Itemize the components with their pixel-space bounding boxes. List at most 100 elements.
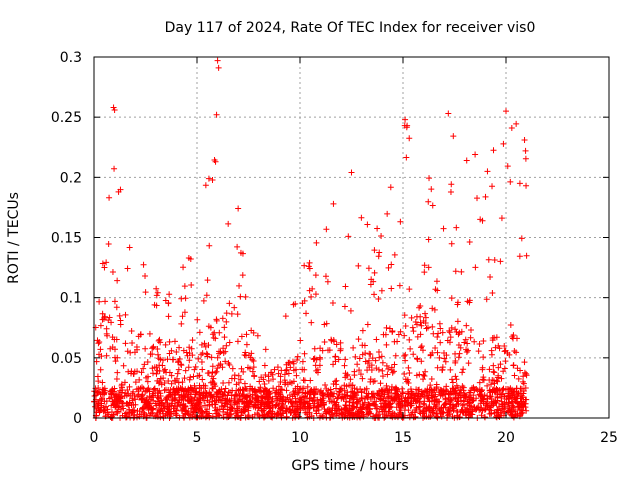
roti-point: [520, 373, 527, 380]
roti-point: [449, 405, 456, 412]
roti-point: [383, 382, 390, 389]
roti-point: [118, 384, 125, 391]
roti-point: [376, 354, 383, 361]
roti-point: [386, 403, 393, 410]
roti-point: [324, 278, 331, 285]
roti-point: [283, 413, 290, 420]
roti-point: [111, 165, 118, 172]
roti-point: [126, 244, 133, 251]
roti-point: [227, 399, 234, 406]
roti-point: [262, 346, 269, 353]
roti-point: [446, 329, 453, 336]
roti-point: [251, 386, 258, 393]
roti-point: [441, 355, 448, 362]
roti-point: [511, 388, 518, 395]
roti-point: [159, 357, 166, 364]
roti-point: [330, 337, 337, 344]
roti-point: [196, 372, 203, 379]
roti-point: [154, 394, 161, 401]
roti-point: [455, 354, 462, 361]
roti-point: [418, 388, 425, 395]
roti-point: [256, 413, 263, 420]
roti-point: [178, 320, 185, 327]
roti-point: [292, 414, 299, 421]
roti-point: [266, 402, 273, 409]
roti-point: [376, 388, 383, 395]
roti-point: [447, 334, 454, 341]
roti-point: [333, 381, 340, 388]
roti-point: [329, 411, 336, 418]
roti-point: [140, 365, 147, 372]
roti-point: [165, 313, 172, 320]
roti-point: [506, 386, 513, 393]
roti-point: [406, 369, 413, 376]
chart-title: Day 117 of 2024, Rate Of TEC Index for r…: [165, 20, 536, 36]
roti-point: [401, 371, 408, 378]
roti-point: [179, 379, 186, 386]
roti-point: [302, 398, 309, 405]
roti-point: [389, 396, 396, 403]
roti-point: [410, 328, 417, 335]
roti-point: [303, 310, 310, 317]
roti-point: [156, 367, 163, 374]
roti-point: [188, 405, 195, 412]
roti-point: [467, 334, 474, 341]
roti-point: [376, 395, 383, 402]
roti-point: [416, 371, 423, 378]
roti-point: [326, 408, 333, 415]
roti-point: [475, 348, 482, 355]
roti-point: [243, 341, 250, 348]
roti-point: [389, 327, 396, 334]
roti-point: [326, 392, 333, 399]
roti-point: [223, 310, 230, 317]
roti-point: [506, 405, 513, 412]
roti-point: [446, 327, 453, 334]
roti-point: [187, 255, 194, 262]
roti-point: [466, 389, 473, 396]
roti-point: [169, 356, 176, 363]
roti-point: [101, 264, 108, 271]
roti-point: [423, 325, 430, 332]
roti-point: [418, 322, 425, 329]
roti-point: [307, 388, 314, 395]
roti-point: [494, 391, 501, 398]
roti-point: [317, 345, 324, 352]
roti-point: [145, 385, 152, 392]
roti-point: [285, 370, 292, 377]
roti-point: [472, 151, 479, 158]
roti-point: [117, 321, 124, 328]
roti-point: [439, 410, 446, 417]
roti-point: [277, 379, 284, 386]
roti-point: [464, 340, 471, 347]
roti-point: [407, 345, 414, 352]
roti-point: [146, 393, 153, 400]
roti-point: [320, 389, 327, 396]
roti-point: [312, 291, 319, 298]
roti-point: [113, 375, 120, 382]
roti-point: [373, 365, 380, 372]
roti-point: [172, 378, 179, 385]
roti-point: [434, 287, 441, 294]
roti-point: [460, 409, 467, 416]
roti-point: [380, 404, 387, 411]
roti-point: [153, 370, 160, 377]
roti-point: [274, 396, 281, 403]
plot-frame: [93, 56, 610, 419]
roti-point: [282, 313, 289, 320]
roti-point: [440, 404, 447, 411]
roti-point: [445, 110, 452, 117]
roti-point: [209, 369, 216, 376]
roti-point: [478, 412, 485, 419]
roti-point: [109, 268, 116, 275]
roti-point: [346, 399, 353, 406]
roti-point: [332, 353, 339, 360]
roti-point: [293, 372, 300, 379]
roti-point: [314, 403, 321, 410]
roti-point: [171, 338, 178, 345]
roti-point: [206, 242, 213, 249]
roti-point: [149, 345, 156, 352]
roti-point: [502, 386, 509, 393]
roti-point: [337, 347, 344, 354]
roti-point: [202, 414, 209, 421]
roti-point: [408, 314, 415, 321]
